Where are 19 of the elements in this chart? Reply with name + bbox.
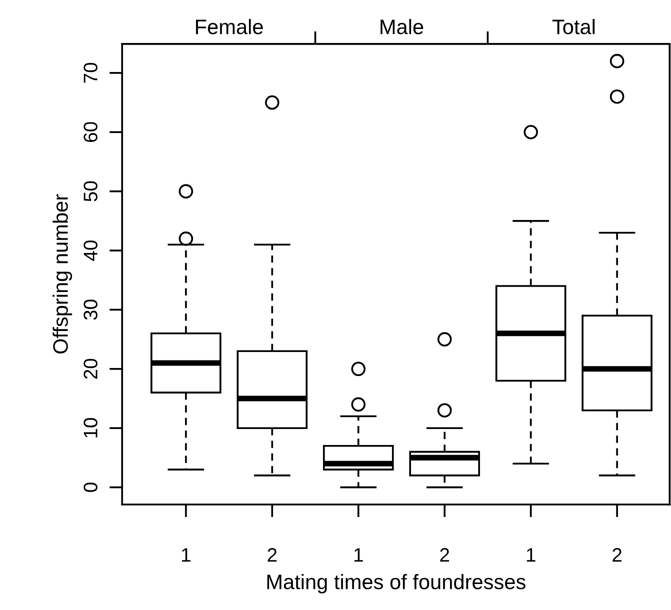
y-tick-label: 0: [84, 482, 98, 492]
y-tick-label: 60: [84, 122, 98, 142]
x-tick-label: 1: [182, 548, 190, 562]
x-tick-label: 2: [440, 548, 450, 562]
y-axis-title: Offspring number: [52, 194, 72, 354]
y-tick-label: 40: [84, 240, 98, 261]
x-tick-label: 2: [268, 548, 277, 562]
y-tick-label: 20: [84, 358, 98, 379]
y-tick-label: 70: [84, 62, 98, 83]
y-tick-label: 30: [84, 300, 98, 320]
y-tick-label: 50: [84, 181, 98, 202]
x-tick-label: 1: [526, 548, 536, 562]
x-axis-title: Mating times of foundresses: [267, 574, 526, 594]
y-tick-label: 10: [84, 418, 98, 438]
text: Male: [380, 18, 424, 34]
x-tick-label: 1: [354, 548, 363, 562]
text: Total: [552, 18, 595, 34]
x-tick-label: 2: [612, 548, 622, 562]
text: Female: [196, 18, 263, 34]
